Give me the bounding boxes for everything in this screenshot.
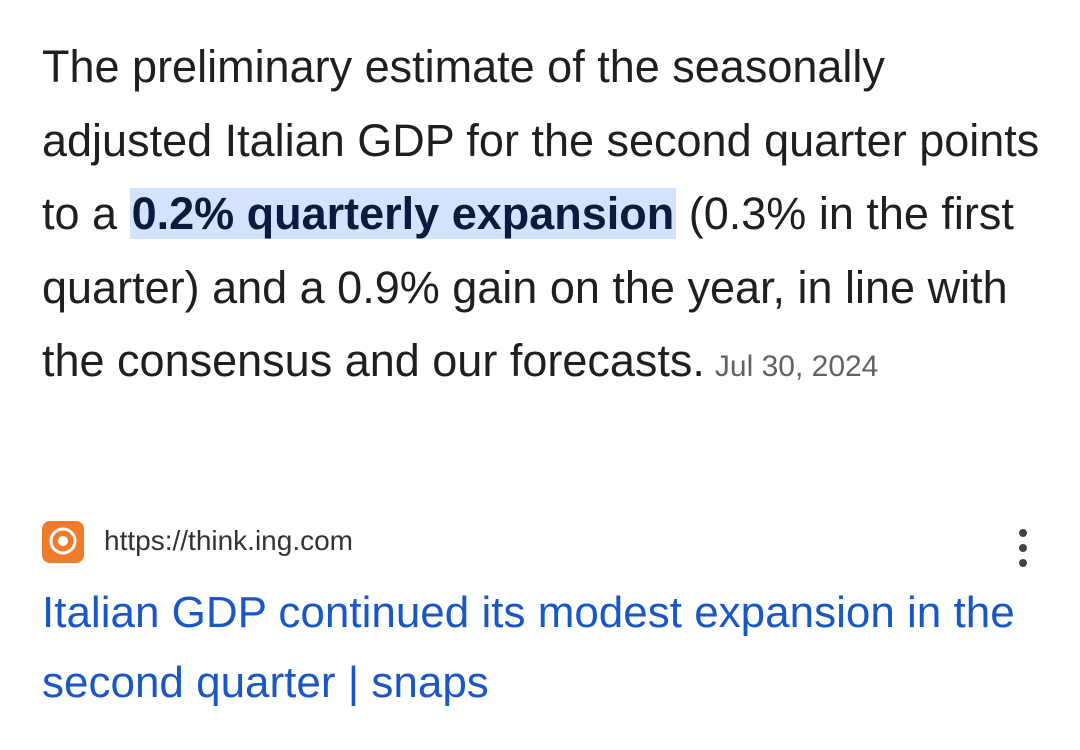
snippet-text: The preliminary estimate of the seasonal… bbox=[42, 41, 1040, 239]
source-url[interactable]: https://think.ing.com bbox=[104, 525, 354, 556]
dot bbox=[1019, 559, 1027, 567]
favicon[interactable] bbox=[42, 521, 84, 563]
dot bbox=[1019, 529, 1027, 537]
dot bbox=[1019, 544, 1027, 552]
favicon-icon bbox=[49, 527, 77, 555]
lion-face bbox=[58, 536, 68, 546]
snippet-text: (0.3% in the first quarter) and a 0.9% g… bbox=[42, 188, 1014, 386]
snippet: The preliminary estimate of the seasonal… bbox=[42, 30, 1042, 404]
snippet-highlight: 0.2% quarterly expansion bbox=[129, 188, 677, 239]
result-title[interactable]: Italian GDP continued its modest expansi… bbox=[42, 588, 1015, 707]
lion bbox=[49, 527, 77, 555]
more-menu[interactable] bbox=[1008, 528, 1038, 572]
snippet-date: Jul 30, 2024 bbox=[714, 350, 879, 383]
